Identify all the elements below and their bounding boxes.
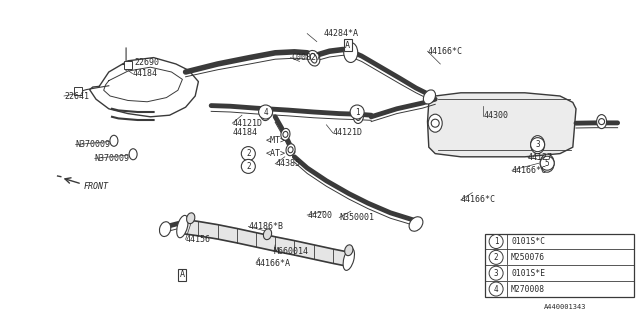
Text: 44166*A: 44166*A bbox=[256, 259, 291, 268]
Circle shape bbox=[489, 266, 503, 280]
Text: 44166*C: 44166*C bbox=[428, 47, 463, 56]
Text: 2: 2 bbox=[246, 149, 251, 158]
Ellipse shape bbox=[159, 222, 171, 236]
Ellipse shape bbox=[187, 213, 195, 224]
Ellipse shape bbox=[307, 51, 320, 66]
Circle shape bbox=[259, 105, 273, 119]
Ellipse shape bbox=[424, 90, 435, 104]
Text: 4: 4 bbox=[263, 108, 268, 116]
Ellipse shape bbox=[288, 147, 293, 153]
Ellipse shape bbox=[177, 215, 188, 238]
Text: 44166*C: 44166*C bbox=[512, 166, 547, 175]
Text: A: A bbox=[345, 41, 350, 50]
Ellipse shape bbox=[353, 109, 364, 124]
Polygon shape bbox=[428, 93, 576, 157]
Text: 5: 5 bbox=[545, 159, 550, 168]
Circle shape bbox=[534, 140, 541, 148]
Text: 44300: 44300 bbox=[483, 111, 508, 120]
Ellipse shape bbox=[110, 135, 118, 146]
Text: C00827: C00827 bbox=[291, 53, 321, 62]
Text: 1: 1 bbox=[494, 237, 499, 246]
Text: 44121D: 44121D bbox=[333, 128, 363, 137]
Text: <AT>: <AT> bbox=[266, 149, 285, 158]
Ellipse shape bbox=[283, 132, 288, 137]
Text: 44186*B: 44186*B bbox=[248, 222, 284, 231]
Circle shape bbox=[241, 147, 255, 161]
Text: 3: 3 bbox=[494, 269, 499, 278]
Circle shape bbox=[543, 159, 551, 167]
Ellipse shape bbox=[344, 43, 358, 62]
Circle shape bbox=[489, 250, 503, 264]
Text: M660014: M660014 bbox=[274, 247, 309, 256]
Ellipse shape bbox=[310, 53, 317, 63]
Ellipse shape bbox=[286, 144, 295, 156]
Text: 3: 3 bbox=[535, 140, 540, 149]
Text: 2: 2 bbox=[246, 162, 251, 171]
Text: 44121D: 44121D bbox=[232, 119, 262, 128]
Ellipse shape bbox=[540, 154, 554, 172]
Ellipse shape bbox=[343, 248, 355, 270]
Circle shape bbox=[540, 156, 554, 170]
Text: FRONT: FRONT bbox=[83, 182, 108, 191]
Ellipse shape bbox=[263, 110, 268, 117]
Bar bbox=[124, 61, 132, 69]
Polygon shape bbox=[182, 219, 349, 267]
Text: 44166*C: 44166*C bbox=[461, 196, 496, 204]
Ellipse shape bbox=[264, 229, 271, 240]
Text: 0101S*C: 0101S*C bbox=[511, 237, 545, 246]
Text: 22641: 22641 bbox=[64, 92, 89, 100]
Text: 44200: 44200 bbox=[307, 211, 332, 220]
Text: A: A bbox=[180, 270, 185, 279]
Ellipse shape bbox=[345, 245, 353, 256]
Text: <MT>: <MT> bbox=[266, 136, 285, 145]
Text: A440001343: A440001343 bbox=[544, 304, 586, 309]
Text: 4: 4 bbox=[494, 284, 499, 293]
Circle shape bbox=[598, 119, 605, 124]
Ellipse shape bbox=[260, 107, 271, 121]
Text: 22690: 22690 bbox=[134, 58, 159, 67]
Text: 44284*A: 44284*A bbox=[323, 29, 358, 38]
Text: 2: 2 bbox=[494, 253, 499, 262]
Text: N370009: N370009 bbox=[95, 154, 130, 163]
Ellipse shape bbox=[129, 149, 137, 160]
Ellipse shape bbox=[281, 128, 290, 140]
Ellipse shape bbox=[531, 136, 545, 154]
Text: 0101S*E: 0101S*E bbox=[511, 269, 545, 278]
Circle shape bbox=[350, 105, 364, 119]
Circle shape bbox=[489, 282, 503, 296]
Text: 44156: 44156 bbox=[186, 235, 211, 244]
Ellipse shape bbox=[428, 114, 442, 132]
Text: 44184: 44184 bbox=[232, 128, 257, 137]
Bar bbox=[485, 234, 634, 297]
Circle shape bbox=[241, 159, 255, 173]
Text: M270008: M270008 bbox=[511, 284, 545, 293]
Ellipse shape bbox=[596, 115, 607, 129]
Circle shape bbox=[531, 138, 545, 152]
Text: 44127: 44127 bbox=[528, 153, 553, 162]
Ellipse shape bbox=[409, 217, 423, 231]
Text: N350001: N350001 bbox=[339, 213, 374, 222]
Text: 44184: 44184 bbox=[132, 69, 157, 78]
Circle shape bbox=[489, 235, 503, 249]
Text: M250076: M250076 bbox=[511, 253, 545, 262]
Circle shape bbox=[431, 119, 439, 127]
Bar bbox=[74, 87, 82, 95]
Text: 1: 1 bbox=[355, 108, 360, 116]
Ellipse shape bbox=[356, 113, 361, 120]
Text: 44385: 44385 bbox=[275, 159, 300, 168]
Text: N370009: N370009 bbox=[76, 140, 111, 149]
